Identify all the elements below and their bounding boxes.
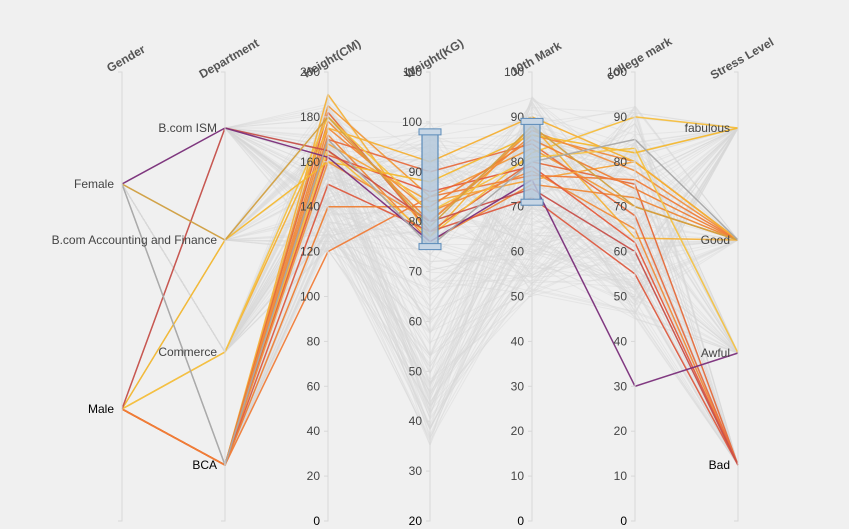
tick-label: 100 — [607, 65, 627, 79]
brushes[interactable] — [418, 117, 544, 251]
category-label: Commerce — [158, 345, 217, 359]
brush-handle-bottom[interactable] — [418, 243, 442, 251]
tick-label: 140 — [300, 200, 320, 214]
tick-label: 120 — [300, 245, 320, 259]
category-label: B.com Accounting and Finance — [52, 233, 218, 247]
tick-label: 60 — [409, 314, 423, 328]
axis-title[interactable]: Stress Level — [708, 35, 776, 82]
category-label: Good — [701, 233, 730, 247]
tick-label: 50 — [409, 364, 423, 378]
brush-weight[interactable] — [418, 128, 442, 251]
tick-label: 160 — [300, 155, 320, 169]
tick-label: 40 — [409, 414, 423, 428]
brush-extent[interactable] — [523, 120, 541, 203]
axis-line — [221, 71, 226, 522]
category-label: Male — [88, 402, 114, 416]
axis-title[interactable]: Gender — [104, 42, 148, 75]
category-label: fabulous — [685, 121, 730, 135]
tick-label: 60 — [614, 245, 628, 259]
brush-handle-top[interactable] — [418, 128, 442, 136]
tick-label: 80 — [614, 155, 628, 169]
tick-label: 20 — [409, 514, 423, 528]
axis-line — [118, 71, 123, 522]
tick-label: 80 — [511, 155, 525, 169]
brush-extent[interactable] — [421, 131, 439, 248]
brush-handle-bottom[interactable] — [520, 198, 544, 206]
tick-label: 40 — [614, 334, 628, 348]
tick-label: 20 — [614, 424, 628, 438]
category-label: Bad — [709, 458, 730, 472]
tick-label: 60 — [307, 379, 321, 393]
axis-title[interactable]: Department — [197, 36, 262, 81]
tick-label: 30 — [614, 379, 628, 393]
tick-label: 60 — [511, 245, 525, 259]
tick-label: 10 — [511, 469, 525, 483]
tick-label: 180 — [300, 110, 320, 124]
axis-line — [734, 71, 739, 522]
tick-label: 20 — [511, 424, 525, 438]
axis-gender: Gender Female Male — [74, 42, 148, 522]
category-label: BCA — [192, 458, 217, 472]
tick-label: 100 — [504, 65, 524, 79]
category-label: Awful — [701, 346, 730, 360]
tick-label: 70 — [614, 200, 628, 214]
tick-label: 50 — [614, 290, 628, 304]
tick-label: 30 — [511, 379, 525, 393]
tick-label: 0 — [313, 514, 320, 528]
tick-label: 0 — [517, 514, 524, 528]
tick-label: 70 — [409, 265, 423, 279]
category-label: Female — [74, 177, 114, 191]
brush-tenth[interactable] — [520, 117, 544, 206]
tick-label: 90 — [614, 110, 628, 124]
tick-label: 100 — [300, 290, 320, 304]
tick-label: 50 — [511, 290, 525, 304]
tick-label: 90 — [409, 165, 423, 179]
tick-label: 110 — [403, 65, 422, 79]
tick-label: 20 — [307, 469, 321, 483]
tick-label: 40 — [511, 334, 525, 348]
tick-label: 200 — [300, 65, 320, 79]
tick-label: 80 — [307, 334, 321, 348]
brush-handle-top[interactable] — [520, 117, 544, 125]
tick-label: 80 — [409, 215, 423, 229]
category-label: B.com ISM — [158, 121, 217, 135]
tick-label: 30 — [409, 464, 423, 478]
tick-label: 40 — [307, 424, 321, 438]
tick-label: 10 — [614, 469, 628, 483]
tick-label: 0 — [620, 514, 627, 528]
tick-label: 100 — [402, 115, 422, 129]
